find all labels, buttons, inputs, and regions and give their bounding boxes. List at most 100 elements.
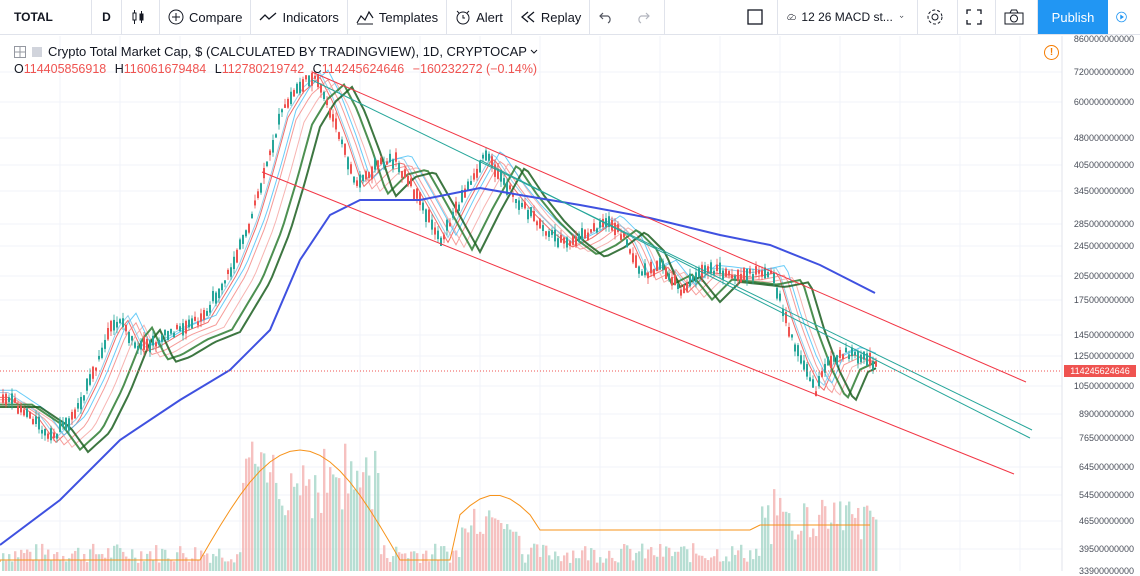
layout-selector[interactable]: 12 26 MACD st... [778,0,918,34]
candle-body [443,234,445,240]
candle-body [539,218,541,229]
channel-upper-line [311,71,1027,383]
volume-bar [368,475,371,571]
volume-bar [446,551,449,571]
candle-body [68,418,70,431]
fullscreen-button[interactable] [958,0,996,34]
volume-bar [563,555,566,571]
volume-bar [398,552,401,571]
volume-bar [779,497,782,571]
volume-bar [158,562,161,571]
volume-bar [254,463,257,571]
settings-button[interactable] [918,0,958,34]
candle-body [320,84,322,93]
snapshot-button[interactable] [996,0,1038,34]
candle-body [506,182,508,195]
candle-body [272,140,274,153]
candle-body [101,347,103,358]
chevron-down-icon[interactable] [530,48,538,56]
candle-body [428,209,430,223]
visibility-square-icon[interactable] [32,46,42,57]
volume-bar [539,556,542,571]
volume-bar [782,511,785,571]
volume-bar [77,547,80,571]
candle-body [758,270,760,274]
volume-bar [218,548,221,571]
candle-body [95,367,97,371]
volume-bar [749,550,752,571]
candle-body [824,363,826,373]
interval-selector[interactable]: D [92,0,122,34]
camera-icon [1004,9,1024,25]
candle-body [200,313,202,322]
volume-bar [452,550,455,571]
volume-bar [596,562,599,571]
templates-icon [356,10,374,25]
replay-play-button[interactable] [1108,0,1140,34]
templates-button[interactable]: Templates [348,0,448,34]
volume-bar [845,505,848,571]
candle-body [527,210,529,220]
volume-bar [227,561,230,571]
volume-bar [419,562,422,571]
candle-body [491,156,493,169]
volume-bar [737,550,740,571]
candle-body [773,272,775,283]
volume-bar [632,560,635,571]
volume-bar [839,501,842,571]
compare-button[interactable]: Compare [160,0,252,34]
candle-body [776,287,778,299]
candle-body [185,320,187,334]
volume-bar [617,562,620,571]
price-chart[interactable] [0,35,1140,571]
candle-body [347,157,349,170]
candle-body [227,269,229,275]
volume-bar [761,506,764,571]
expand-icon[interactable] [14,45,26,58]
candle-body [572,235,574,245]
candle-body [317,75,319,88]
volume-bar [812,528,815,571]
candle-body [35,416,37,425]
candle-body [257,191,259,198]
volume-bar [374,450,377,571]
warning-icon[interactable]: ! [1044,45,1059,60]
volume-bar [146,553,149,571]
candle-body [698,267,700,278]
candle-body [341,139,343,145]
volume-bar [689,562,692,571]
symbol-title[interactable]: Crypto Total Market Cap, $ (CALCULATED B… [48,44,527,59]
candle-body [431,219,433,230]
alert-label: Alert [476,9,503,25]
candle-body [176,324,178,330]
volume-bar [821,499,824,571]
indicators-button[interactable]: Indicators [251,0,348,34]
redo-button[interactable] [627,0,666,34]
volume-bar [380,554,383,571]
volume-bar [62,555,65,571]
candle-body [488,153,490,161]
candle-body [680,289,682,296]
alert-button[interactable]: Alert [447,0,512,34]
replay-button[interactable]: Replay [512,0,591,34]
layout-name: 12 26 MACD st... [801,10,893,24]
volume-bar [659,544,662,571]
volume-bar [755,548,758,571]
publish-button[interactable]: Publish [1038,0,1108,34]
candle-body [740,273,742,283]
volume-bar [392,556,395,571]
moving-average-line [0,83,877,452]
volume-bar [293,486,296,571]
volume-bar [200,550,203,571]
layout-checkbox[interactable] [738,0,778,34]
undo-button[interactable] [590,0,627,34]
volume-bar [647,549,650,571]
candle-body [218,288,220,299]
chart-type-button[interactable] [122,0,160,34]
volume-bar [470,525,473,571]
candle-body [656,261,658,272]
volume-bar [11,561,14,571]
symbol-search[interactable]: TOTAL [0,0,92,34]
volume-bar [416,553,419,571]
volume-bar [671,556,674,571]
